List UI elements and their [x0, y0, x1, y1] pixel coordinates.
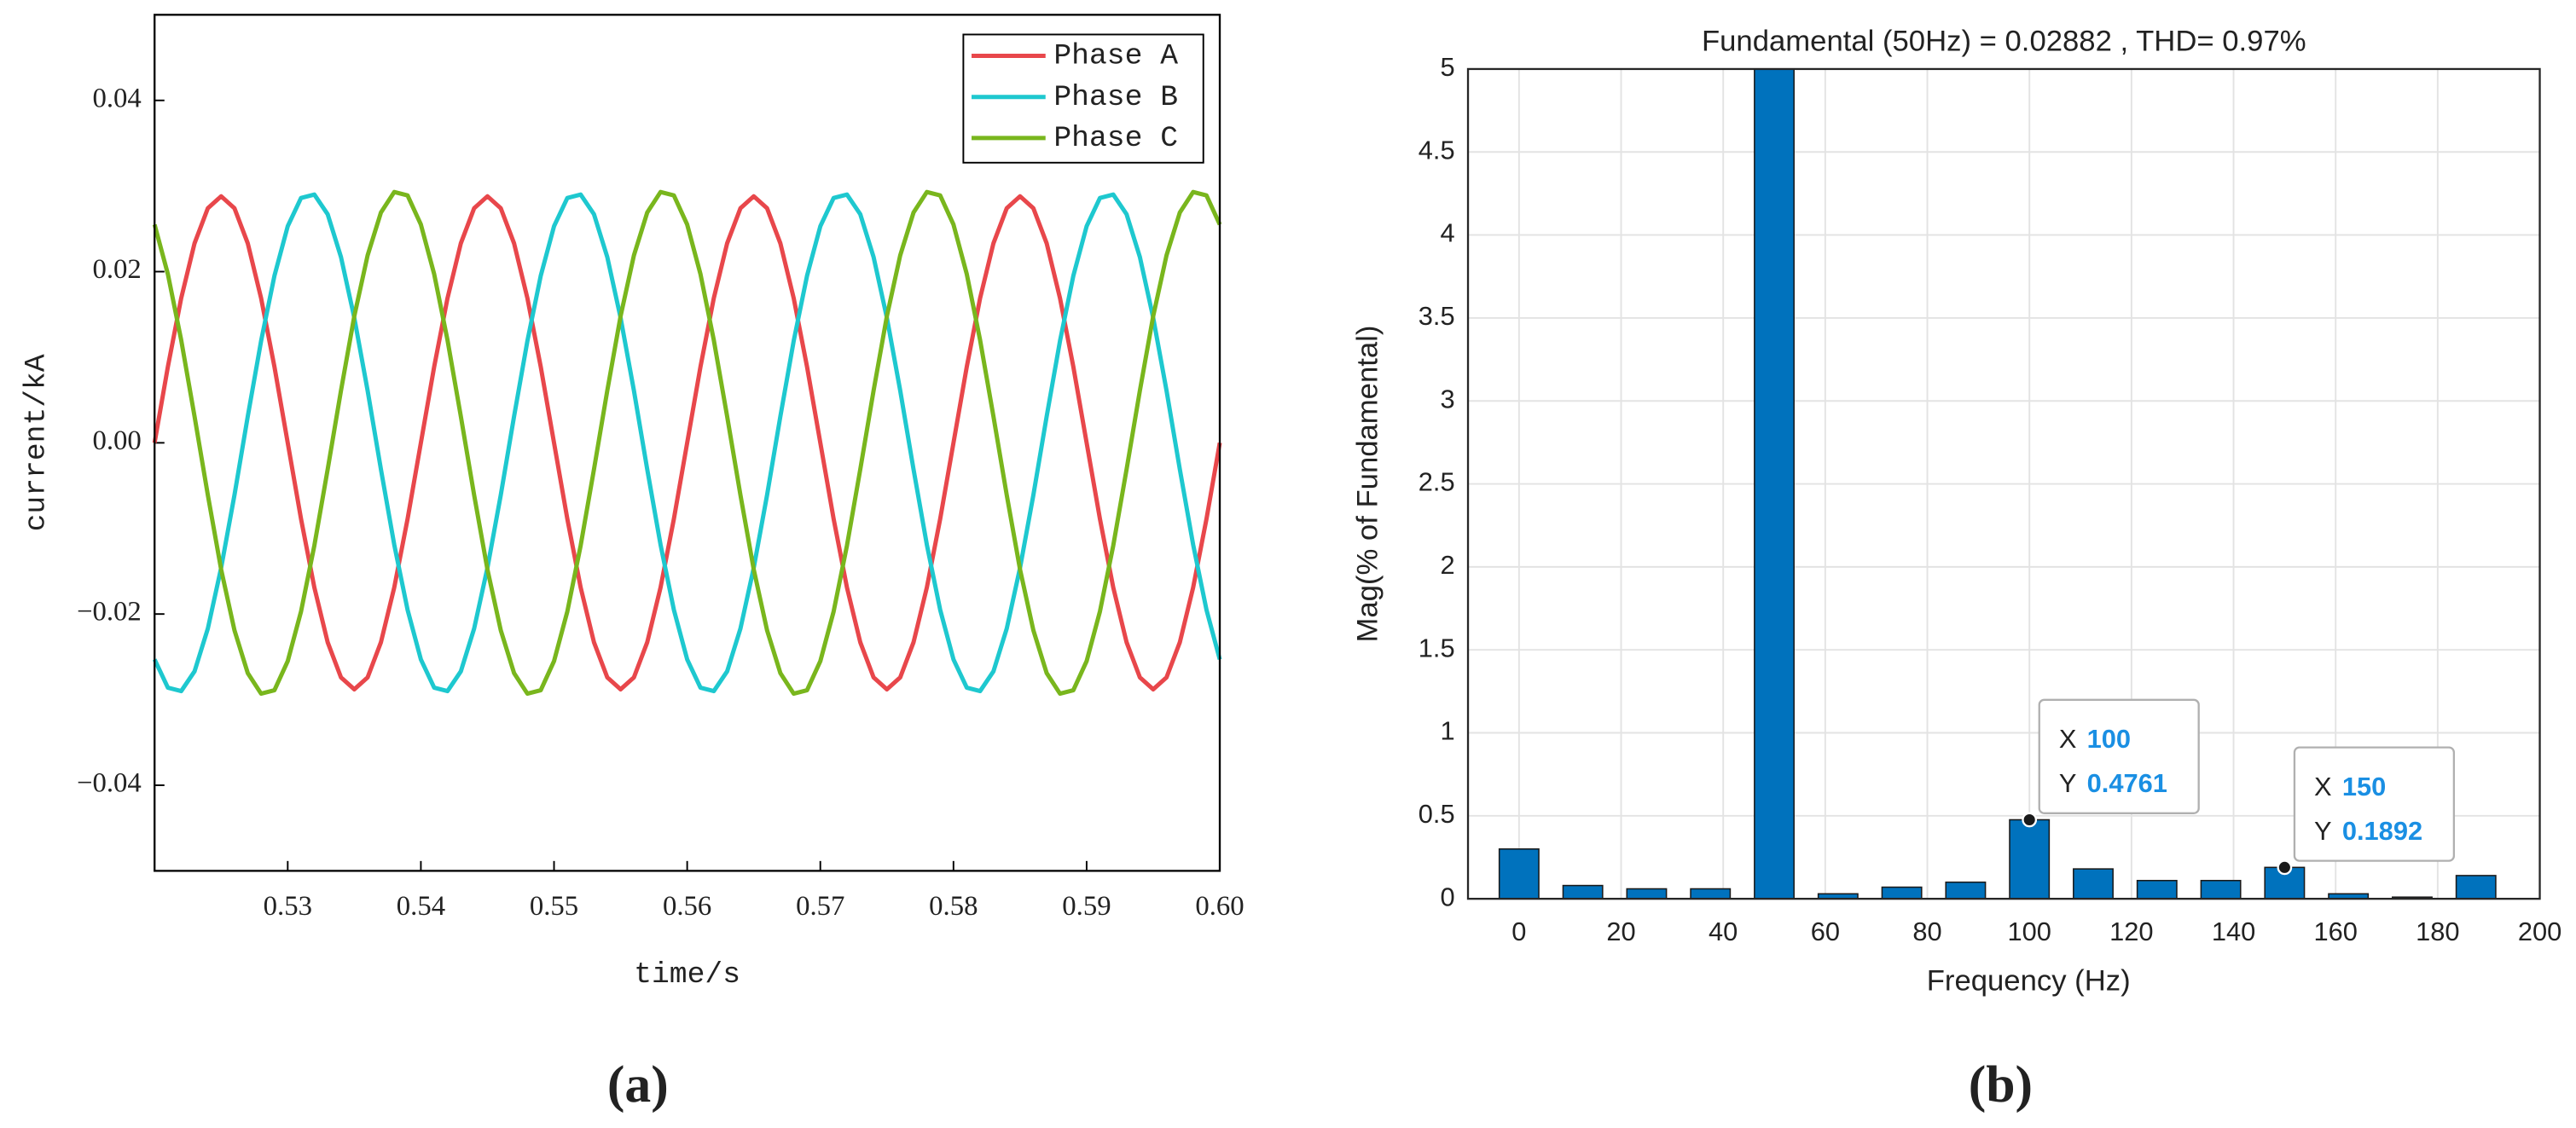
panel-label: (b)	[1969, 1056, 2033, 1114]
bar	[1562, 884, 1604, 900]
bar	[2200, 879, 2242, 900]
bar	[1498, 847, 1540, 900]
y-tick-label: 3.5	[1419, 301, 1455, 331]
y-tick-label: 1.5	[1419, 633, 1455, 662]
chart-title: Fundamental (50Hz) = 0.02882 , THD= 0.97…	[1702, 25, 2306, 57]
bar	[1881, 886, 1923, 900]
x-axis-label: Frequency (Hz)	[1927, 965, 2131, 998]
x-tick-label: 20	[1606, 917, 1635, 946]
bar	[1690, 888, 1732, 900]
bar	[2455, 875, 2497, 900]
x-tick-label: 0.60	[1195, 891, 1244, 922]
bar	[1626, 888, 1668, 900]
bar	[2009, 819, 2051, 900]
legend-label: Phase A	[1053, 40, 1178, 73]
plot-frame	[154, 14, 1221, 872]
y-tick-label: 1	[1440, 716, 1454, 746]
datatip-marker	[2277, 859, 2293, 876]
x-tick-label: 180	[2416, 917, 2459, 946]
datatip-value: 0.4761	[2087, 768, 2167, 798]
y-tick-label: −0.04	[77, 768, 142, 799]
datatip-marker	[2022, 812, 2038, 828]
y-tick-label: 3	[1440, 384, 1454, 414]
x-tick-label: 80	[1912, 917, 1941, 946]
bars	[1498, 68, 2497, 900]
y-tick-label: 0	[1440, 882, 1454, 911]
y-axis-label: Mag(% of Fundamental)	[1352, 326, 1384, 643]
bar	[2073, 868, 2114, 900]
x-tick-label: 0.59	[1062, 891, 1111, 922]
bar	[1945, 881, 1987, 900]
datatip-label: X	[2059, 724, 2077, 754]
datatip-label: Y	[2059, 768, 2077, 798]
y-tick-label: 2.5	[1419, 467, 1455, 497]
bar	[1754, 68, 1795, 900]
series-line	[152, 194, 1222, 692]
y-tick-label: −0.02	[77, 597, 142, 628]
series-line	[152, 189, 1222, 697]
x-tick-label: 0.54	[397, 891, 445, 922]
x-tick-label: 0	[1511, 917, 1526, 946]
datatip-value: 100	[2087, 724, 2131, 754]
x-tick-label: 160	[2313, 917, 2357, 946]
x-tick-label: 100	[2007, 917, 2051, 946]
legend-label: Phase B	[1053, 81, 1178, 114]
x-tick-label: 40	[1709, 917, 1738, 946]
legend-label: Phase C	[1053, 122, 1178, 155]
datatip-label: Y	[2314, 816, 2332, 846]
datatip-value: 150	[2342, 772, 2386, 801]
x-tick-label: 0.53	[264, 891, 312, 922]
y-tick-label: 0.5	[1419, 799, 1455, 829]
bar	[2136, 879, 2178, 900]
x-tick-label: 200	[2518, 917, 2561, 946]
y-tick-label: 2	[1440, 550, 1454, 580]
datatip-box	[2038, 698, 2200, 814]
x-tick-label: 0.57	[796, 891, 844, 922]
chart: 0 0.5 1 1.5 2 2.5 3 3.5 4 4.5 5 0 20 40 60 80 100 120 140 1…	[1352, 25, 2562, 1114]
x-axis-label: time/s	[634, 958, 740, 992]
x-tick-label: 0.58	[929, 891, 978, 922]
x-tick-label: 0.56	[663, 891, 711, 922]
plot-frame	[1466, 67, 2541, 900]
x-tick-label: 120	[2109, 917, 2153, 946]
chart: −0.04 −0.02 0.00 0.02 0.04 0.53 0.54 0.55 0.56 0.…	[20, 14, 1244, 1114]
y-tick-label: 4.5	[1419, 135, 1455, 165]
x-tick-label: 140	[2212, 917, 2255, 946]
x-tick-label: 0.55	[530, 891, 578, 922]
y-tick-label: 0.04	[92, 83, 141, 113]
datatip-box	[2293, 746, 2456, 862]
panel-label: (a)	[607, 1056, 669, 1114]
x-tick-label: 60	[1811, 917, 1840, 946]
y-tick-label: 5	[1440, 52, 1454, 82]
datatip-label: X	[2314, 772, 2332, 801]
series-line	[152, 192, 1222, 694]
datatip-value: 0.1892	[2342, 816, 2422, 846]
y-axis-label: current/kA	[20, 354, 54, 531]
y-tick-label: 0.00	[92, 425, 141, 456]
y-tick-label: 4	[1440, 218, 1454, 248]
y-tick-label: 0.02	[92, 254, 141, 285]
